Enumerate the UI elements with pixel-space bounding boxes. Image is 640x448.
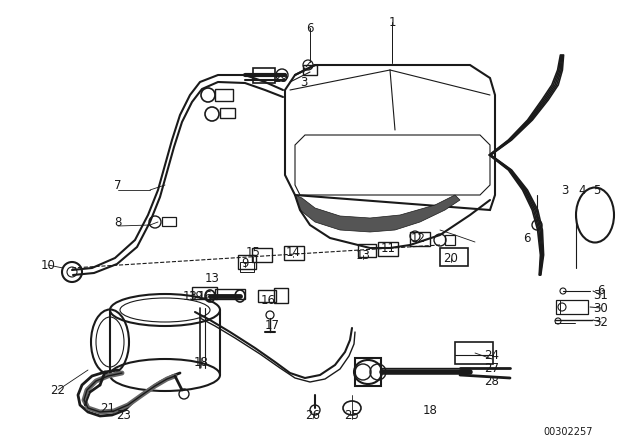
Bar (410, 232, 430, 246)
Text: 6: 6 (307, 22, 314, 34)
Text: 3: 3 (300, 76, 308, 89)
Text: 15: 15 (246, 246, 260, 258)
Bar (455, 342, 493, 364)
Text: 13: 13 (356, 249, 371, 262)
Text: 19: 19 (189, 289, 204, 302)
Text: 6: 6 (597, 284, 605, 297)
Text: 16: 16 (198, 289, 212, 302)
Bar (378, 242, 398, 256)
Bar (162, 217, 176, 226)
Bar (215, 289, 245, 299)
Text: 10: 10 (40, 258, 56, 271)
Bar (440, 248, 468, 266)
Text: 26: 26 (305, 409, 321, 422)
Text: 11: 11 (381, 241, 396, 254)
Text: 20: 20 (444, 251, 458, 264)
Bar (358, 244, 376, 257)
Text: 22: 22 (51, 383, 65, 396)
Text: 27: 27 (484, 362, 499, 375)
Text: 17: 17 (264, 319, 280, 332)
Bar (445, 235, 455, 245)
Text: 28: 28 (484, 375, 499, 388)
Bar (253, 68, 275, 83)
Bar (303, 65, 317, 75)
Text: 31: 31 (593, 289, 609, 302)
Text: 5: 5 (593, 184, 601, 197)
Bar (220, 108, 235, 118)
Text: 24: 24 (484, 349, 499, 362)
Bar (284, 246, 304, 260)
Text: 13: 13 (205, 271, 220, 284)
Text: 21: 21 (100, 401, 115, 414)
Text: 3: 3 (561, 184, 569, 197)
Text: 13: 13 (182, 289, 197, 302)
Text: 12: 12 (410, 232, 426, 245)
Bar (252, 248, 272, 262)
Bar (274, 288, 288, 303)
Text: 14: 14 (285, 246, 301, 258)
Bar (556, 300, 588, 314)
Text: 9: 9 (241, 257, 249, 270)
Polygon shape (295, 195, 460, 232)
Text: 18: 18 (193, 356, 209, 369)
Bar (238, 255, 256, 269)
Text: 00302257: 00302257 (543, 427, 593, 437)
Text: 25: 25 (344, 409, 360, 422)
Bar (240, 262, 254, 272)
Bar (258, 290, 276, 302)
Text: 6: 6 (524, 232, 531, 245)
Bar (215, 89, 233, 101)
Bar (355, 358, 381, 386)
Text: 32: 32 (593, 315, 609, 328)
Bar (192, 287, 217, 299)
Text: 8: 8 (115, 215, 122, 228)
Text: 1: 1 (388, 16, 396, 29)
Text: 23: 23 (116, 409, 131, 422)
Text: 30: 30 (594, 302, 609, 314)
Text: 4: 4 (579, 184, 586, 197)
Text: 29: 29 (273, 72, 289, 85)
Text: 7: 7 (115, 178, 122, 191)
Text: 16: 16 (260, 293, 275, 306)
Text: 18: 18 (422, 404, 437, 417)
